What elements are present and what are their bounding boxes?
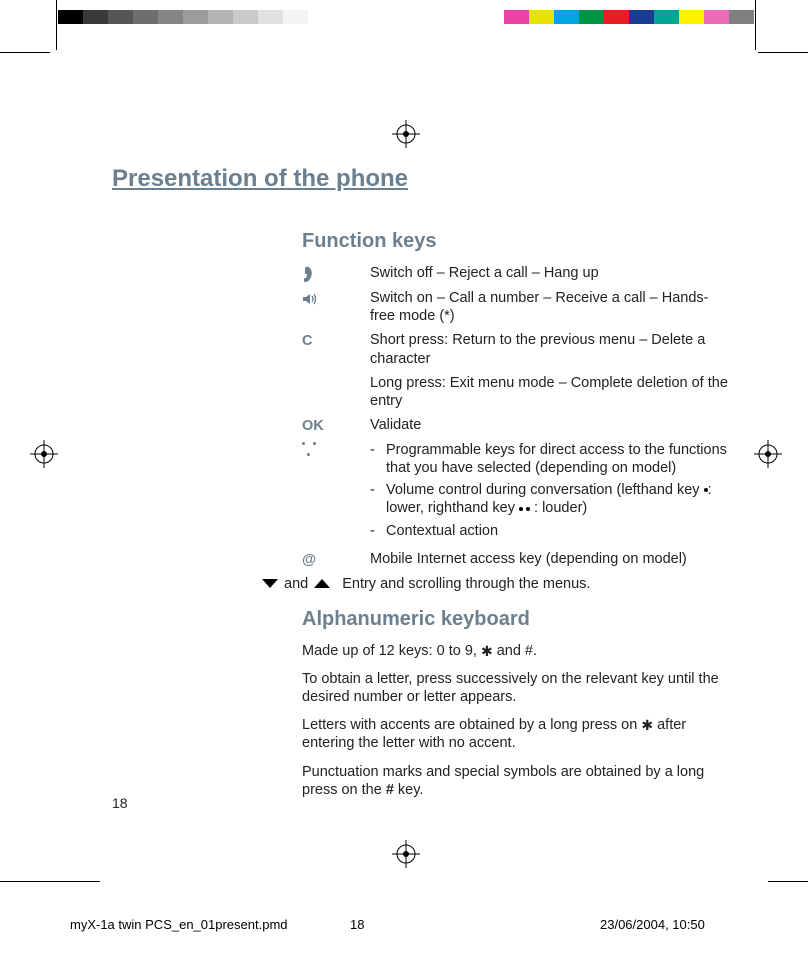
registration-mark-icon (392, 120, 420, 148)
key-desc: Mobile Internet access key (depending on… (370, 550, 732, 568)
bullet-text: Volume control during conversation (left… (382, 481, 732, 517)
swatch (654, 10, 679, 24)
crop-tick (755, 0, 756, 50)
page-content: Presentation of the phone Function keys … (112, 165, 722, 809)
swatch (579, 10, 604, 24)
crop-tick (0, 881, 100, 882)
section-alphanumeric: Alphanumeric keyboard Made up of 12 keys… (302, 607, 732, 799)
swatch (504, 10, 529, 24)
footer-datetime: 23/06/2004, 10:50 (500, 917, 738, 932)
swatch (479, 10, 504, 24)
key-desc: Switch on – Call a number – Receive a ca… (370, 289, 732, 325)
swatch (233, 10, 258, 24)
bullet-text: Contextual action (382, 522, 732, 540)
triangle-down-icon (262, 579, 278, 588)
star-icon: ✱ (641, 718, 653, 732)
swatch (58, 10, 83, 24)
swatch (183, 10, 208, 24)
page-number: 18 (112, 795, 128, 811)
section-title-alphanumeric: Alphanumeric keyboard (302, 607, 732, 632)
content-column: Function keys Switch off – Reject a call… (302, 229, 732, 799)
key-desc-group: Short press: Return to the previous menu… (370, 331, 732, 410)
key-row-ok: OK Validate (302, 416, 732, 435)
key-row-call: Switch on – Call a number – Receive a ca… (302, 289, 732, 325)
paragraph: Letters with accents are obtained by a l… (302, 716, 732, 752)
paragraph: Made up of 12 keys: 0 to 9, ✱ and #. (302, 642, 732, 660)
crop-tick (758, 52, 808, 53)
key-desc: Switch off – Reject a call – Hang up (370, 264, 732, 282)
star-icon: ✱ (481, 644, 493, 658)
color-bar-left (58, 10, 333, 24)
key-row-at: @ Mobile Internet access key (depending … (302, 550, 732, 569)
hash-key: # (386, 782, 394, 798)
crop-tick (0, 52, 50, 53)
swatch (729, 10, 754, 24)
swatch (554, 10, 579, 24)
footer-filename: myX-1a twin PCS_en_01present.pmd (70, 917, 350, 932)
chapter-title: Presentation of the phone (112, 165, 722, 193)
swatch (258, 10, 283, 24)
swatch (133, 10, 158, 24)
footer-page: 18 (350, 917, 500, 932)
ok-key-label: OK (302, 416, 370, 435)
paragraph: To obtain a letter, press successively o… (302, 670, 732, 706)
key-row-dots: -Programmable keys for direct access to … (302, 441, 732, 544)
key-desc-bullets: -Programmable keys for direct access to … (370, 441, 732, 544)
key-row-hangup: Switch off – Reject a call – Hang up (302, 264, 732, 283)
hangup-icon (302, 265, 314, 283)
section-title-function-keys: Function keys (302, 229, 732, 254)
registration-mark-icon (754, 440, 782, 468)
swatch (108, 10, 133, 24)
key-desc: Entry and scrolling through the menus. (342, 575, 590, 593)
key-row-arrows: and Entry and scrolling through the menu… (302, 575, 732, 593)
swatch (704, 10, 729, 24)
speaker-icon (302, 290, 318, 308)
swatch (283, 10, 308, 24)
swatch (604, 10, 629, 24)
swatch (679, 10, 704, 24)
crop-tick (56, 0, 57, 50)
c-key-label: C (302, 331, 370, 350)
and-text: and (284, 575, 308, 593)
key-desc: Validate (370, 416, 732, 434)
dots-key-icon (302, 442, 316, 456)
swatch (308, 10, 333, 24)
footer: myX-1a twin PCS_en_01present.pmd 18 23/0… (70, 917, 738, 932)
swatch (158, 10, 183, 24)
swatch (208, 10, 233, 24)
swatch (629, 10, 654, 24)
registration-mark-icon (392, 840, 420, 868)
key-row-c: C Short press: Return to the previous me… (302, 331, 732, 410)
swatch (529, 10, 554, 24)
bullet-text: Programmable keys for direct access to t… (382, 441, 732, 477)
crop-tick (768, 881, 808, 882)
paragraph: Punctuation marks and special symbols ar… (302, 763, 732, 799)
color-bar-right (479, 10, 754, 24)
double-dot-icon (519, 507, 530, 511)
triangle-up-icon (314, 579, 330, 588)
key-desc: Long press: Exit menu mode – Complete de… (370, 374, 732, 410)
key-desc: Short press: Return to the previous menu… (370, 331, 732, 367)
swatch (83, 10, 108, 24)
registration-mark-icon (30, 440, 58, 468)
at-key-label: @ (302, 550, 370, 569)
